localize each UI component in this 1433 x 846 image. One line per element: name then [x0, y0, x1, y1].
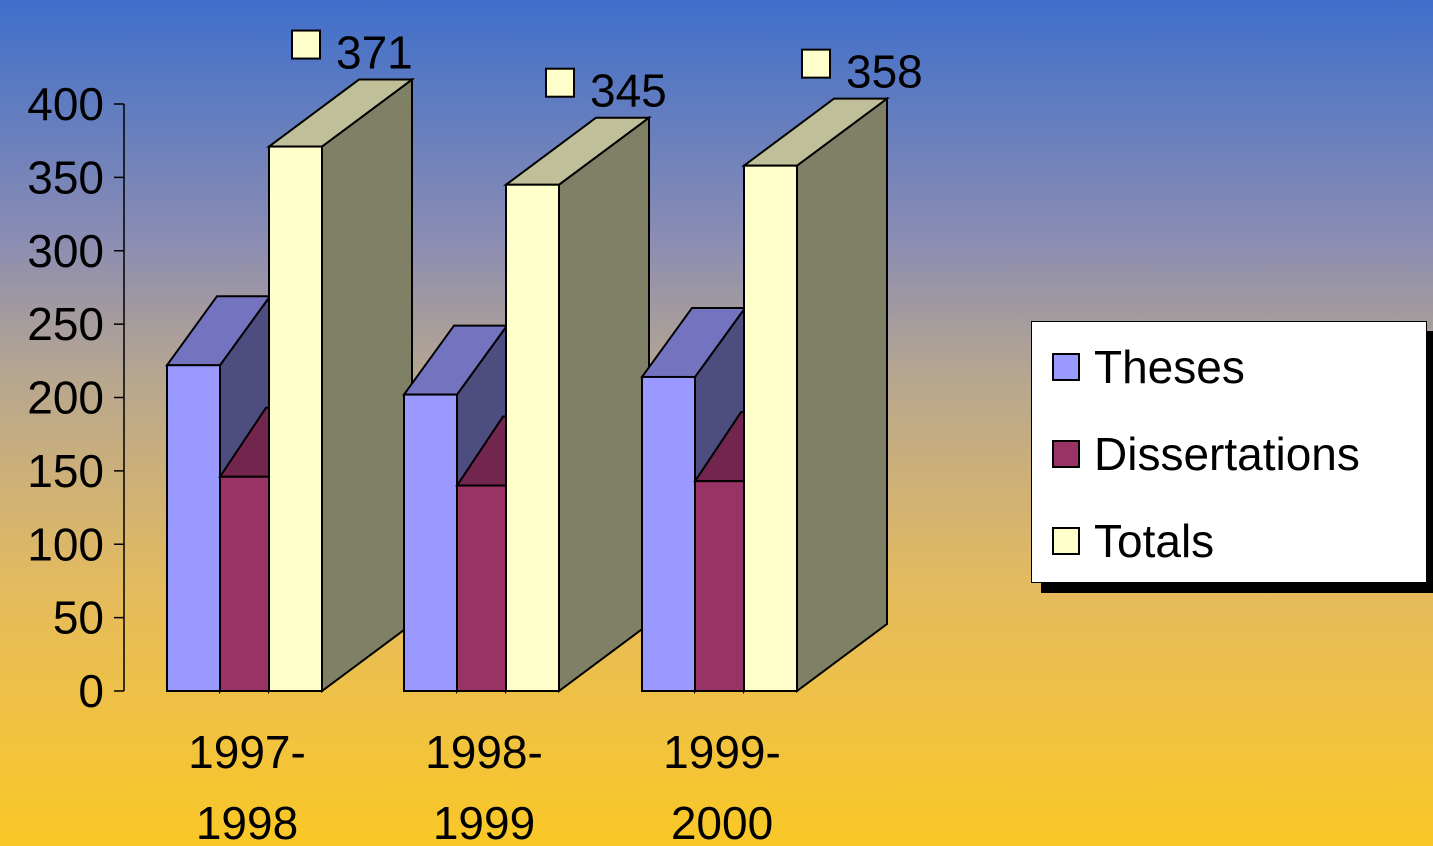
bar-totals-1 [269, 80, 412, 691]
y-axis: 0 50 100 150 200 250 300 350 400 [27, 78, 124, 717]
y-tick-label: 350 [27, 151, 104, 203]
x-tick-label: 1998 [196, 797, 298, 846]
y-tick-label: 150 [27, 445, 104, 497]
data-label-key [802, 50, 830, 78]
x-tick-label: 2000 [671, 797, 773, 846]
legend-label-dissertations: Dissertations [1094, 427, 1360, 481]
legend: Theses Dissertations Totals [1031, 321, 1427, 583]
data-label-totals: 371 [336, 27, 413, 79]
x-tick-label: 1999 [433, 797, 535, 846]
y-tick-label: 250 [27, 298, 104, 350]
legend-item-theses: Theses [1052, 342, 1245, 392]
y-tick-label: 100 [27, 518, 104, 570]
data-label-totals: 345 [590, 65, 667, 117]
legend-item-totals: Totals [1052, 516, 1214, 566]
y-tick-label: 300 [27, 225, 104, 277]
y-tick-label: 400 [27, 78, 104, 130]
y-tick-label: 50 [53, 592, 104, 644]
x-tick-label: 1998- [425, 726, 543, 778]
bars [167, 80, 887, 691]
bar-totals-2 [506, 118, 649, 691]
data-label-key [292, 31, 320, 59]
legend-item-dissertations: Dissertations [1052, 429, 1360, 479]
legend-swatch-dissertations [1052, 440, 1080, 468]
data-label-key [546, 69, 574, 97]
legend-label-theses: Theses [1094, 340, 1245, 394]
y-tick-label: 0 [78, 665, 104, 717]
data-label-totals: 358 [846, 46, 923, 98]
bar-totals-3 [744, 99, 887, 691]
legend-label-totals: Totals [1094, 514, 1214, 568]
x-tick-label: 1999- [663, 726, 781, 778]
legend-swatch-theses [1052, 353, 1080, 381]
x-tick-label: 1997- [188, 726, 306, 778]
legend-swatch-totals [1052, 527, 1080, 555]
y-tick-label: 200 [27, 372, 104, 424]
